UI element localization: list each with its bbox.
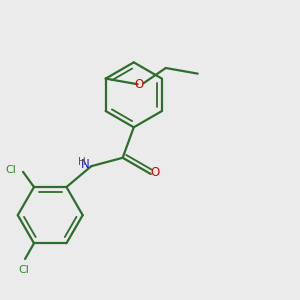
Text: H: H bbox=[78, 157, 86, 167]
Text: O: O bbox=[150, 166, 159, 179]
Text: Cl: Cl bbox=[6, 165, 16, 175]
Text: Cl: Cl bbox=[18, 265, 29, 275]
Text: N: N bbox=[81, 158, 90, 171]
Text: O: O bbox=[134, 78, 143, 91]
